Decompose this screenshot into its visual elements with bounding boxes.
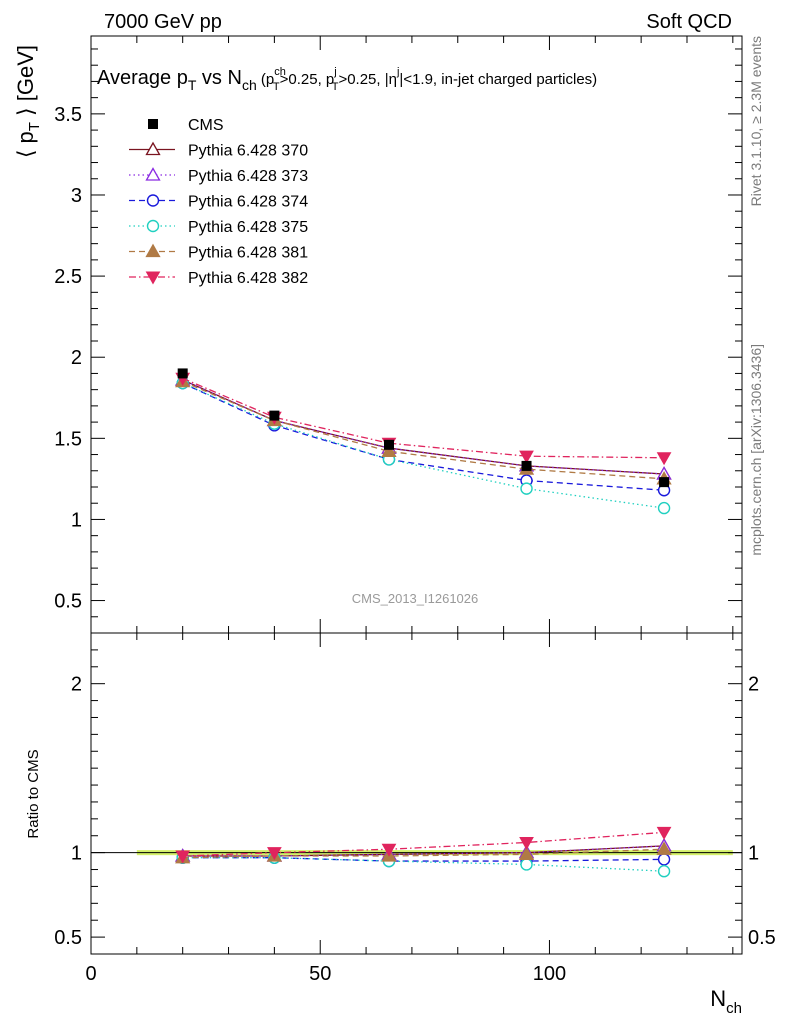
legend-marker xyxy=(145,271,161,285)
legend-marker xyxy=(145,243,161,258)
main-series-group xyxy=(175,368,672,515)
ratio-line-pythia-6-428-375 xyxy=(182,857,665,872)
legend-marker xyxy=(145,141,161,156)
ratio-uncertainty-band xyxy=(91,850,742,856)
main-series-pythia-6-428-373 xyxy=(175,372,672,480)
legend-item-cms: CMS xyxy=(148,117,224,134)
main-point-cms xyxy=(383,439,394,450)
ratio-line-pythia-6-428-374 xyxy=(182,857,665,862)
legend-item-pythia-6-428-375: Pythia 6.428 375 xyxy=(129,219,308,236)
legend-marker xyxy=(146,194,160,207)
legend-marker xyxy=(148,119,158,129)
ratio-y-axis: 0.5 0.5 1 1 2 2 xyxy=(54,632,776,949)
main-line-pythia-6-428-381 xyxy=(182,380,665,480)
main-point-cms xyxy=(177,368,188,379)
main-line-pythia-6-428-373 xyxy=(182,379,665,475)
main-series-pythia-6-428-382 xyxy=(175,372,672,466)
main-series-pythia-6-428-381 xyxy=(175,373,672,485)
main-y-tick-label: 1.5 xyxy=(54,428,82,450)
x-tick-label: 50 xyxy=(309,963,331,985)
ratio-y-tick-label-left: 1 xyxy=(71,843,82,865)
ratio-series-pythia-6-428-382 xyxy=(175,826,672,864)
main-series-pythia-6-428-370 xyxy=(175,372,672,480)
x-tick-label: 0 xyxy=(85,963,96,985)
ratio-point-pythia-6-428-375 xyxy=(520,858,533,871)
legend: CMS Pythia 6.428 370 Pythia 6.428 373 Pythi… xyxy=(129,117,308,287)
energy-label: 7000 GeV pp xyxy=(104,11,222,33)
category-label: Soft QCD xyxy=(646,11,732,33)
legend-label: Pythia 6.428 374 xyxy=(188,194,308,211)
main-line-pythia-6-428-370 xyxy=(182,379,665,475)
main-y-axis: 0.5 1 1.5 2 2.5 3 3.5 xyxy=(54,48,742,634)
ratio-panel-frame xyxy=(90,632,743,955)
main-line-pythia-6-428-375 xyxy=(182,382,665,509)
main-y-axis-label: ⟨ pT ⟩ [GeV] xyxy=(13,45,43,158)
legend-label: Pythia 6.428 373 xyxy=(188,168,308,185)
x-axis-label: Nch xyxy=(710,986,742,1017)
main-y-tick-label: 2 xyxy=(71,347,82,369)
legend-label: Pythia 6.428 381 xyxy=(188,245,308,262)
legend-label: Pythia 6.428 375 xyxy=(188,219,308,236)
main-x-ticks xyxy=(90,36,734,633)
chart-title: Average pT vs Nch (pch T>0.25, pj T>0.25, … xyxy=(97,66,597,93)
legend-item-pythia-6-428-382: Pythia 6.428 382 xyxy=(129,270,308,287)
ratio-point-pythia-6-428-382 xyxy=(267,847,282,861)
main-point-cms xyxy=(269,410,280,421)
ratio-line-pythia-6-428-381 xyxy=(182,848,665,859)
main-series-cms xyxy=(177,368,670,488)
main-point-cms xyxy=(659,477,670,488)
main-y-tick-label: 2.5 xyxy=(54,266,82,288)
legend-label: CMS xyxy=(188,117,224,134)
ratio-series-group xyxy=(175,826,672,878)
main-series-pythia-6-428-374 xyxy=(176,376,671,497)
main-series-pythia-6-428-375 xyxy=(176,376,671,515)
legend-marker xyxy=(145,167,161,181)
ratio-y-axis-label: Ratio to CMS xyxy=(25,749,42,838)
main-point-pythia-6-428-382 xyxy=(519,450,534,464)
analysis-watermark: CMS_2013_I1261026 xyxy=(352,591,479,606)
legend-label: Pythia 6.428 382 xyxy=(188,270,308,287)
ratio-point-pythia-6-428-375 xyxy=(657,865,671,878)
ratio-point-pythia-6-428-374 xyxy=(657,853,671,866)
x-tick-label: 100 xyxy=(533,963,566,985)
mcplots-label: mcplots.cern.ch [arXiv:1306.3436] xyxy=(748,344,764,556)
main-point-pythia-6-428-382 xyxy=(656,452,672,466)
legend-item-pythia-6-428-381: Pythia 6.428 381 xyxy=(129,243,308,262)
main-y-tick-label: 3.5 xyxy=(54,104,82,126)
main-y-tick-label: 3 xyxy=(71,185,82,207)
ratio-point-pythia-6-428-382 xyxy=(381,843,397,857)
legend-label: Pythia 6.428 370 xyxy=(188,143,308,160)
ratio-x-axis: 0 50 100 xyxy=(85,633,734,985)
ratio-point-pythia-6-428-381 xyxy=(656,841,672,855)
ratio-y-tick-label-left: 2 xyxy=(71,674,82,696)
ratio-y-tick-label-right: 1 xyxy=(748,843,759,865)
ratio-y-tick-label-right: 2 xyxy=(748,674,759,696)
main-line-pythia-6-428-382 xyxy=(182,377,665,459)
legend-item-pythia-6-428-374: Pythia 6.428 374 xyxy=(129,194,308,211)
legend-item-pythia-6-428-373: Pythia 6.428 373 xyxy=(129,167,308,185)
main-point-cms xyxy=(521,460,532,471)
ratio-y-tick-label-left: 0.5 xyxy=(54,927,82,949)
ratio-point-pythia-6-428-382 xyxy=(519,836,534,851)
ratio-y-tick-label-right: 0.5 xyxy=(748,927,776,949)
ratio-point-pythia-6-428-382 xyxy=(175,850,191,864)
ratio-point-pythia-6-428-381 xyxy=(518,846,535,860)
main-y-tick-label: 0.5 xyxy=(54,591,82,613)
main-y-tick-label: 1 xyxy=(71,509,82,531)
rivet-label: Rivet 3.1.10, ≥ 2.3M events xyxy=(748,36,764,206)
ratio-point-pythia-6-428-382 xyxy=(656,826,672,840)
main-point-pythia-6-428-375 xyxy=(520,482,533,495)
main-point-pythia-6-428-375 xyxy=(657,501,671,515)
legend-item-pythia-6-428-370: Pythia 6.428 370 xyxy=(129,141,308,160)
legend-marker xyxy=(146,219,160,233)
